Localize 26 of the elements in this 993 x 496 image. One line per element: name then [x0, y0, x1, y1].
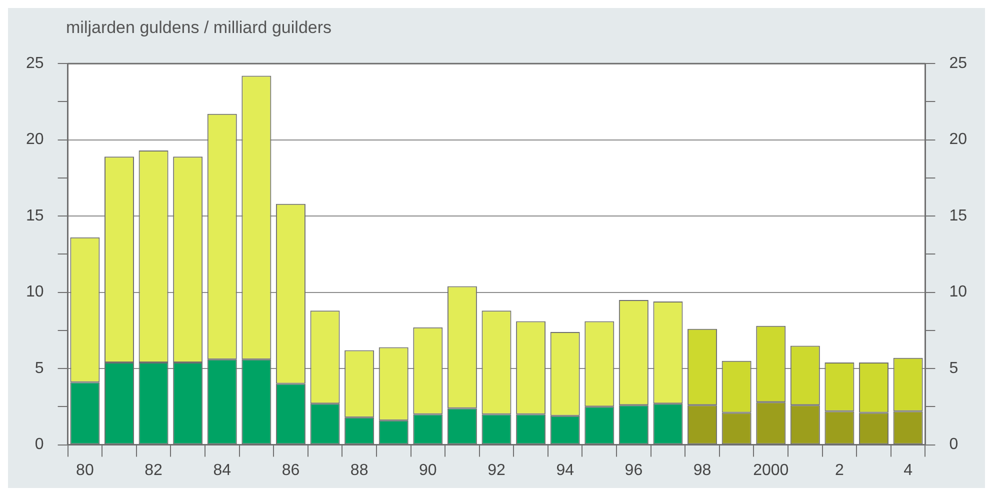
y-tick-label: 5: [34, 360, 44, 377]
x-tick-label: 98: [693, 462, 712, 479]
y2-tick-label: 0: [949, 436, 958, 454]
y2-tick-label: 15: [949, 207, 968, 224]
y2-tick-label: 20: [949, 131, 968, 148]
x-tick-label: 92: [488, 462, 506, 479]
x-tick-label: 4: [904, 462, 913, 479]
x-tick-label: 86: [282, 462, 300, 479]
x-tick-label: 2000: [753, 462, 789, 479]
y-tick-label: 20: [26, 131, 44, 148]
x-tick-label: 2: [835, 462, 844, 479]
x-tick-label: 88: [350, 462, 368, 479]
y-tick-label: 10: [26, 284, 44, 301]
x-tick-label: 90: [419, 462, 437, 479]
x-tick-label: 82: [144, 462, 163, 479]
y2-tick-label: 5: [949, 360, 958, 377]
x-tick-label: 94: [556, 462, 574, 479]
y-axis-title: miljarden guldens / milliard guilders: [65, 17, 333, 39]
y-tick-label: 25: [26, 55, 44, 72]
y-tick-label: 15: [26, 207, 44, 224]
y2-tick-label: 25: [949, 55, 968, 72]
x-tick-label: 80: [76, 462, 94, 479]
y-tick-label: 0: [34, 436, 44, 454]
y2-tick-label: 10: [949, 284, 968, 301]
x-tick-label: 96: [624, 462, 643, 479]
x-tick-label: 84: [213, 462, 232, 479]
